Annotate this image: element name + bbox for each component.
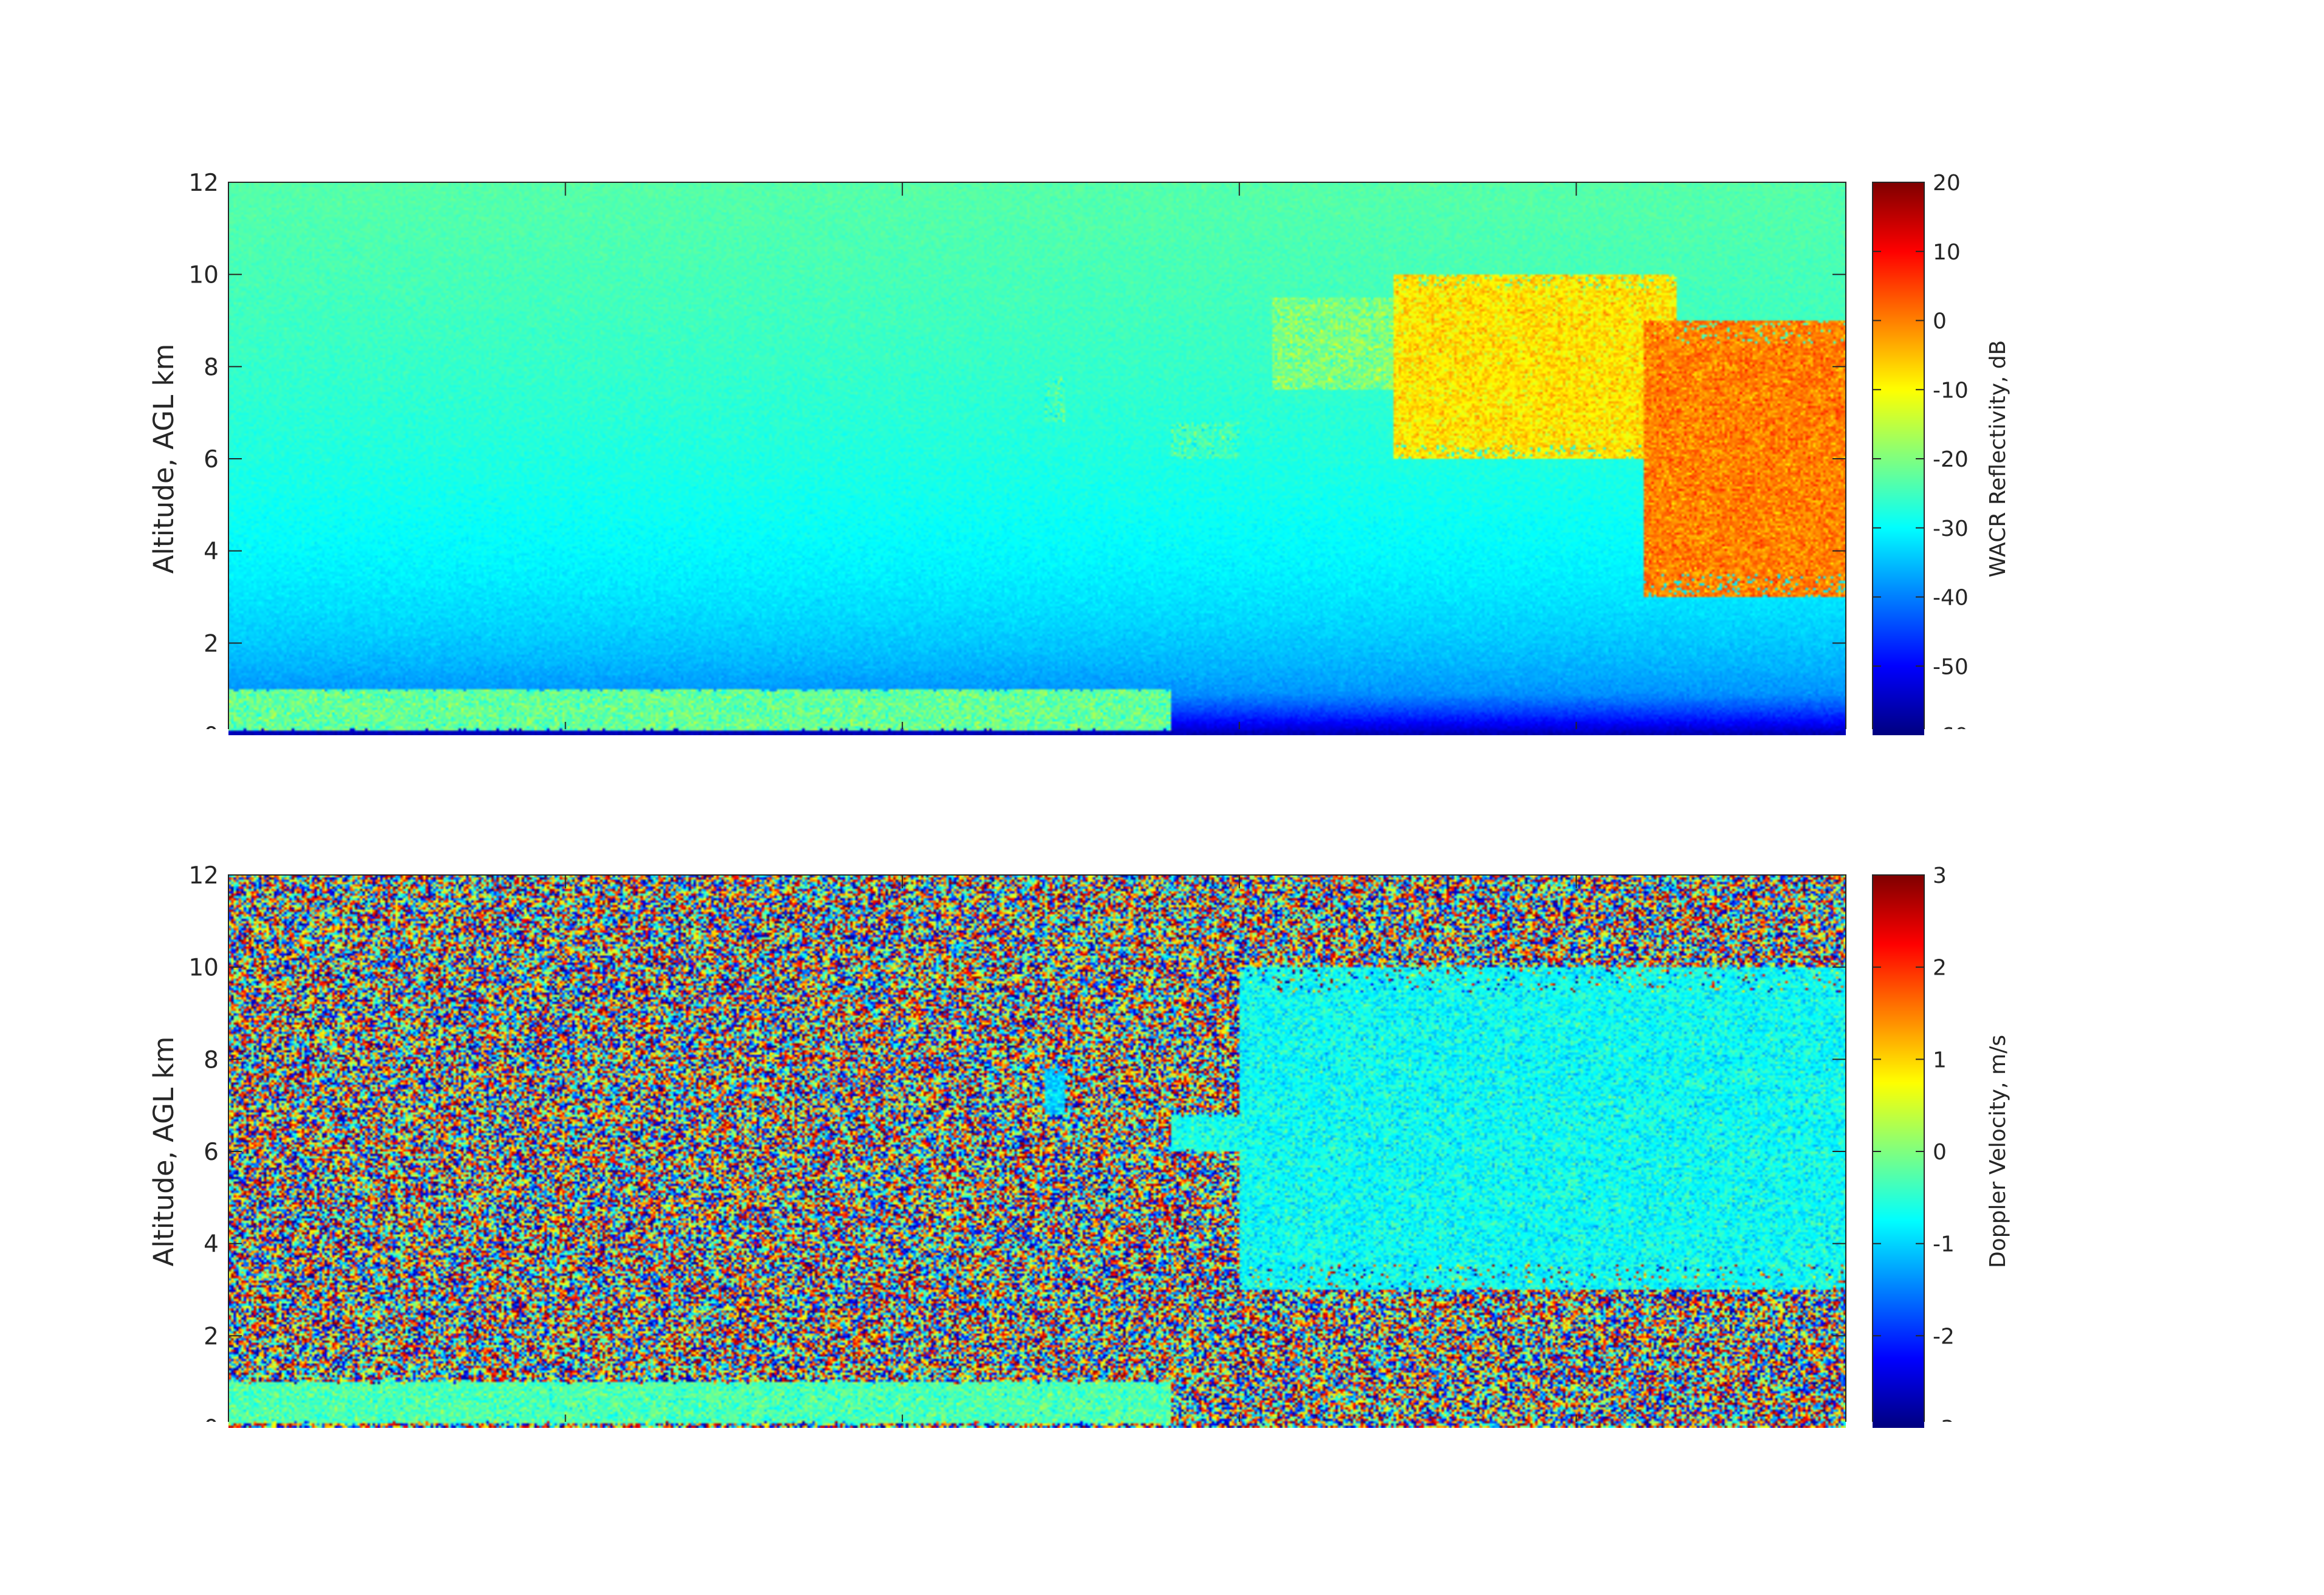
velocity-heatmap — [228, 875, 1846, 1428]
plot-frame — [228, 182, 1846, 729]
velocity-axes: 05101520024681012UTC hours on 20240710Al… — [148, 862, 2010, 1422]
y-tick-label: 8 — [204, 1046, 219, 1074]
colorbar-frame — [1872, 182, 1925, 729]
reflectivity-colorbar — [1873, 182, 1924, 735]
colorbar-tick-label: -40 — [1933, 586, 1969, 611]
y-tick-label: 2 — [204, 630, 219, 657]
y-tick-label: 4 — [204, 538, 219, 566]
y-tick-label: 6 — [204, 1139, 219, 1166]
colorbar-tick-label: -30 — [1933, 516, 1969, 541]
colorbar-tick-label: 1 — [1933, 1048, 1947, 1072]
y-tick-label: 12 — [188, 862, 219, 890]
y-tick-label: 12 — [188, 170, 219, 197]
velocity-colorbar-canvas — [1873, 875, 1924, 1428]
colorbar-tick-label: -2 — [1933, 1324, 1955, 1349]
y-tick-label: 2 — [204, 1323, 219, 1350]
colorbar-tick-label: -20 — [1933, 447, 1969, 472]
y-axis-label: Altitude, AGL km — [148, 1037, 180, 1267]
y-tick-label: 0 — [204, 1415, 219, 1422]
reflectivity-panel: 05101520024681012UTC hours on 20240710Al… — [0, 0, 2324, 735]
y-tick-label: 4 — [204, 1231, 219, 1258]
colorbar-tick-label: 0 — [1933, 1140, 1947, 1165]
colorbar-tick-label: 10 — [1933, 240, 1961, 265]
y-tick-label: 8 — [204, 354, 219, 381]
colorbar-label: Doppler Velocity, m/s — [1986, 1035, 2010, 1268]
y-tick-label: 10 — [188, 262, 219, 289]
velocity-heatmap-canvas — [228, 875, 1846, 1428]
velocity-panel: 05101520024681012UTC hours on 20240710Al… — [0, 693, 2324, 1428]
reflectivity-axes: 05101520024681012UTC hours on 20240710Al… — [148, 170, 2010, 729]
reflectivity-heatmap — [228, 182, 1846, 735]
colorbar-tick-label: -10 — [1933, 378, 1969, 403]
y-axis-label: Altitude, AGL km — [148, 344, 180, 574]
colorbar-tick-label: -3 — [1933, 1416, 1955, 1422]
reflectivity-colorbar-canvas — [1873, 182, 1924, 735]
colorbar-tick-label: 2 — [1933, 956, 1947, 981]
y-tick-label: 6 — [204, 446, 219, 473]
velocity-colorbar — [1873, 875, 1924, 1428]
colorbar-tick-label: -1 — [1933, 1232, 1955, 1257]
reflectivity-heatmap-canvas — [228, 182, 1846, 735]
colorbar-label: WACR Reflectivity, dB — [1986, 340, 2010, 578]
plot-frame — [228, 874, 1846, 1422]
y-tick-label: 0 — [204, 722, 219, 729]
colorbar-tick-label: -50 — [1933, 654, 1969, 679]
colorbar-tick-label: -60 — [1933, 724, 1969, 729]
colorbar-tick-label: 0 — [1933, 309, 1947, 334]
colorbar-frame — [1872, 874, 1925, 1422]
colorbar-tick-label: 20 — [1933, 171, 1961, 196]
y-tick-label: 10 — [188, 955, 219, 982]
colorbar-tick-label: 3 — [1933, 863, 1947, 888]
